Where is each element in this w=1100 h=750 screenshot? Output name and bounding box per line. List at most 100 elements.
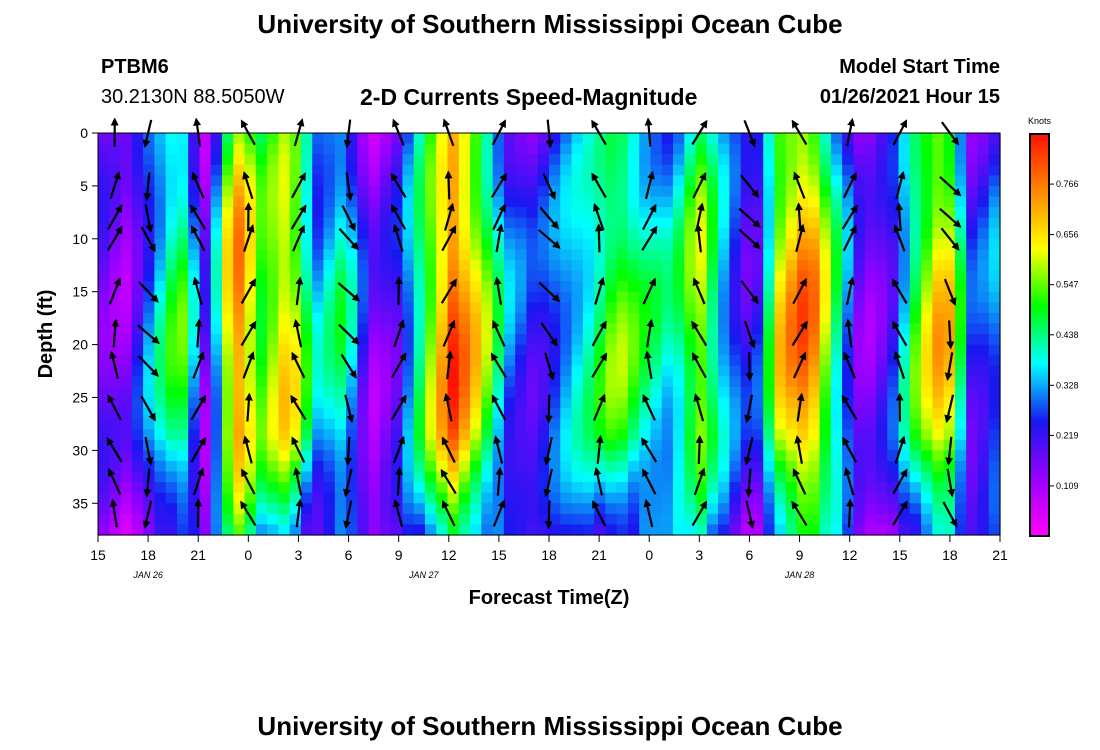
heatmap-cell (627, 270, 640, 282)
heatmap-cell (526, 228, 539, 240)
heatmap-cell (819, 185, 832, 198)
heatmap-cell (357, 185, 370, 198)
heatmap-cell (143, 386, 155, 399)
current-arrow (138, 281, 159, 303)
heatmap-cell (582, 323, 595, 335)
heatmap-cell (921, 460, 933, 473)
heatmap-cell (684, 334, 697, 346)
heatmap-cell (436, 154, 449, 166)
heatmap-cell (154, 175, 167, 187)
heatmap-cell (785, 249, 798, 261)
heatmap-cell (323, 238, 336, 250)
heatmap-cell (458, 492, 471, 504)
heatmap-cell (470, 133, 482, 145)
heatmap-cell (188, 164, 201, 176)
heatmap-cell (120, 164, 133, 176)
heatmap-cell (368, 503, 381, 515)
heatmap-cell (627, 471, 640, 483)
heatmap-cell (549, 259, 561, 272)
heatmap-cell (830, 450, 843, 462)
heatmap-cell (278, 418, 291, 430)
heatmap-cell (898, 302, 911, 314)
heatmap-cell (233, 323, 246, 335)
heatmap-cell (346, 143, 358, 155)
heatmap-cell (537, 503, 550, 515)
heatmap-cell (875, 196, 888, 208)
heatmap-cell (154, 460, 167, 473)
heatmap-cell (909, 143, 922, 155)
heatmap-cell (436, 418, 449, 430)
x-tick-label: 21 (591, 547, 607, 563)
heatmap-cell (875, 207, 888, 219)
heatmap-cell (830, 429, 843, 441)
heatmap-cell (774, 207, 787, 219)
heatmap-cell (255, 207, 268, 219)
heatmap-cell (481, 365, 494, 377)
heatmap-cell (210, 334, 223, 346)
heatmap-cell (898, 217, 911, 229)
heatmap-cell (751, 270, 764, 282)
heatmap-cell (154, 471, 167, 483)
heatmap-cell (165, 302, 178, 314)
heatmap-cell (413, 429, 426, 441)
heatmap-cell (154, 249, 167, 261)
heatmap-cell (323, 175, 336, 187)
heatmap-cell (357, 397, 370, 409)
heatmap-cell (932, 133, 945, 145)
heatmap-cell (763, 154, 776, 166)
heatmap-cell (571, 291, 584, 303)
heatmap-cell (458, 503, 471, 515)
heatmap-cell (244, 365, 257, 377)
current-arrow (743, 436, 754, 466)
heatmap-cell (706, 281, 719, 293)
heatmap-cell (278, 302, 291, 314)
heatmap-cell (503, 175, 516, 187)
heatmap-cell (526, 312, 539, 325)
heatmap-cell (571, 408, 584, 420)
heatmap-cell (165, 270, 178, 282)
heatmap-cell (222, 386, 234, 399)
heatmap-cell (143, 513, 155, 526)
heatmap-cell (300, 513, 313, 526)
heatmap-cell (537, 249, 550, 261)
heatmap-cell (379, 471, 392, 483)
heatmap-cell (278, 482, 291, 494)
heatmap-cell (300, 450, 313, 462)
heatmap-cell (357, 429, 370, 441)
heatmap-cell (627, 281, 640, 293)
heatmap-cell (582, 143, 595, 155)
heatmap-cell (797, 471, 809, 483)
heatmap-cell (515, 291, 528, 303)
heatmap-cell (278, 259, 291, 272)
heatmap-cell (188, 249, 201, 261)
heatmap-cell (560, 238, 573, 250)
heatmap-cell (424, 418, 437, 430)
heatmap-cell (515, 249, 528, 261)
heatmap-cell (785, 460, 798, 473)
heatmap-cell (109, 482, 122, 494)
heatmap-cell (515, 344, 528, 356)
current-arrow (343, 468, 353, 498)
heatmap-cell (109, 460, 122, 473)
heatmap-cell (706, 365, 719, 377)
heatmap-cell (684, 408, 697, 420)
heatmap-cell (267, 471, 280, 483)
heatmap-cell (244, 312, 257, 325)
heatmap-cell (154, 365, 167, 377)
heatmap-cell (650, 238, 663, 250)
current-arrow (394, 276, 403, 306)
current-arrow (338, 228, 359, 251)
heatmap-cell (650, 217, 663, 229)
heatmap-cell (289, 259, 302, 272)
heatmap-cell (334, 450, 347, 462)
heatmap-cell (346, 408, 358, 420)
heatmap-cell (774, 323, 787, 335)
heatmap-cell (391, 196, 404, 208)
heatmap-cell (470, 249, 482, 261)
heatmap-cell (109, 302, 122, 314)
heatmap-cell (616, 228, 629, 240)
heatmap-cell (797, 376, 809, 388)
heatmap-cell (560, 439, 573, 451)
current-arrow (591, 320, 607, 347)
heatmap-cell (233, 164, 246, 176)
